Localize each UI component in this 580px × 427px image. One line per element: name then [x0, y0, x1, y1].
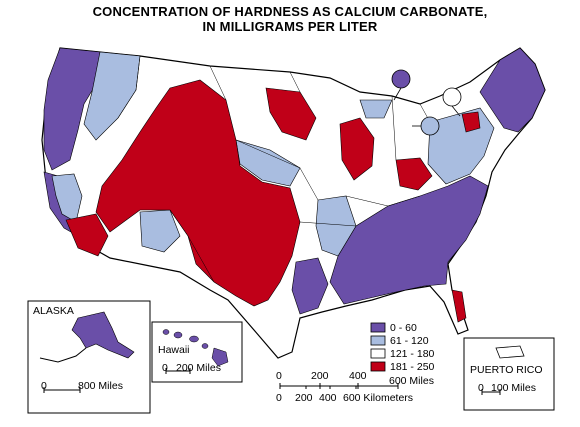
scale-km-400: 400	[319, 392, 337, 404]
alaska-shape	[71, 311, 135, 359]
alaska-aleutians	[39, 347, 87, 363]
region-181-250-southwest	[65, 213, 109, 257]
station-marker-blue	[420, 116, 440, 136]
scale-miles-400: 400	[349, 370, 367, 382]
puerto-rico-scale-zero: 0	[478, 382, 484, 394]
map-title-line1: CONCENTRATION OF HARDNESS AS CALCIUM CAR…	[92, 4, 488, 19]
region-61-120-rockies	[139, 209, 181, 253]
legend-label-0-60: 0 - 60	[390, 322, 417, 334]
scale-miles-0: 0	[276, 370, 282, 382]
legend-swatch-121-180	[370, 348, 386, 359]
main-scale-bar	[279, 383, 399, 389]
puerto-rico-shape	[495, 345, 525, 359]
station-marker-purple	[391, 69, 411, 89]
region-181-250-interior	[95, 79, 301, 307]
region-181-250-ohio	[395, 157, 433, 191]
region-0-60-new-england	[479, 47, 546, 133]
alaska-scale-zero: 0	[41, 380, 47, 392]
hawaii-island-4	[201, 343, 209, 349]
hawaii-island-2	[173, 331, 183, 339]
legend-swatch-181-250	[370, 361, 386, 372]
hawaii-scale-end: 200 Miles	[176, 362, 221, 374]
region-181-250-pennsylvania	[461, 111, 481, 133]
hawaii-island-big	[211, 347, 229, 367]
scale-km-0: 0	[276, 392, 282, 404]
legend-label-121-180: 121 - 180	[390, 348, 435, 360]
legend-label-181-250: 181 - 250	[390, 361, 435, 373]
basin-boundaries	[117, 55, 431, 283]
puerto-rico-scale-end: 100 Miles	[491, 382, 536, 394]
hawaii-scale-zero: 0	[162, 362, 168, 374]
region-181-250-florida	[451, 289, 467, 323]
legend-swatch-61-120	[370, 335, 386, 346]
legend-label-61-120: 61 - 120	[390, 335, 429, 347]
scale-km-200: 200	[295, 392, 313, 404]
hawaii-island-3	[189, 335, 199, 343]
station-marker-white	[442, 87, 462, 107]
region-61-120-great-lakes	[359, 99, 393, 119]
scale-miles-600: 600 Miles	[389, 375, 434, 387]
hawaii-island-1	[162, 329, 170, 335]
region-181-250-illinois	[339, 117, 375, 181]
region-0-60-gulf	[291, 257, 329, 315]
alaska-label: ALASKA	[33, 305, 74, 317]
legend-swatch-0-60	[370, 322, 386, 333]
scale-km-600: 600 Kilometers	[343, 392, 414, 404]
puerto-rico-label: PUERTO RICO	[470, 364, 543, 376]
map-title-line2: IN MILLIGRAMS PER LITER	[202, 19, 378, 34]
scale-miles-200: 200	[311, 370, 329, 382]
alaska-scale-end: 800 Miles	[78, 380, 123, 392]
hawaii-label: Hawaii	[158, 344, 190, 356]
region-61-120-midwest	[235, 139, 301, 187]
